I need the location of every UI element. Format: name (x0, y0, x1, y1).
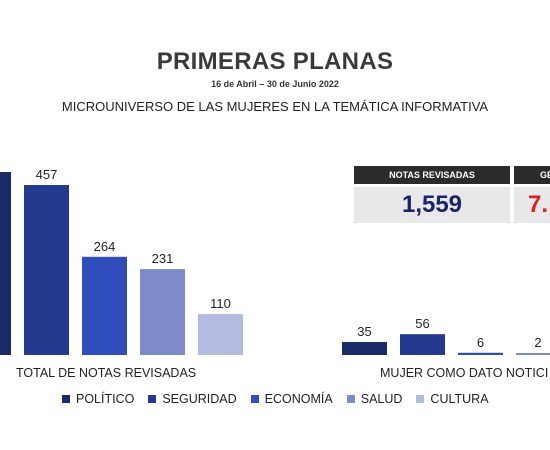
bar-economia-2 (458, 352, 503, 355)
data-label-politico-2: 35 (357, 324, 371, 339)
legend-swatch (416, 395, 425, 403)
data-label-salud-2: 2 (534, 335, 541, 350)
legend-swatch (62, 395, 70, 403)
date-range: 16 de Abril – 30 de Junio 2022 (211, 79, 339, 89)
legend-swatch (250, 395, 259, 403)
legend-item-cultura: CULTURA (416, 392, 489, 406)
data-label-cultura-1: 110 (210, 296, 231, 311)
group-label-total: TOTAL DE NOTAS REVISADAS (16, 366, 197, 380)
bar-cultura-1 (198, 314, 243, 355)
legend-item-salud: SALUD (346, 392, 403, 406)
legend-item-seguridad: SEGURIDAD (148, 392, 237, 406)
legend: POLÍTICO SEGURIDAD ECONOMÍA SALUD CULTUR… (62, 392, 489, 406)
genero-header: GÉ (514, 166, 550, 184)
legend-label: CULTURA (430, 392, 489, 406)
legend-label: ECONOMÍA (264, 392, 333, 406)
genero-value: 7. (514, 187, 550, 223)
bar-seguridad-2 (400, 334, 445, 355)
data-label-salud-1: 231 (152, 251, 174, 266)
notas-revisadas-value: 1,559 (354, 187, 510, 223)
legend-item-politico: POLÍTICO (62, 392, 134, 406)
data-label-economia-1: 264 (94, 239, 116, 254)
bar-salud-2 (516, 353, 550, 355)
data-label-seguridad-1: 457 (36, 167, 58, 182)
legend-label: SEGURIDAD (162, 392, 237, 406)
legend-swatch (346, 395, 355, 403)
legend-label: POLÍTICO (76, 392, 135, 406)
bar-politico-1 (0, 172, 11, 355)
bar-salud-1 (140, 269, 185, 355)
section-heading: MICROUNIVERSO DE LAS MUJERES EN LA TEMÁT… (61, 99, 489, 114)
group-label-mujer: MUJER COMO DATO NOTICI (380, 366, 549, 380)
legend-item-economia: ECONOMÍA (250, 392, 333, 406)
bar-economia-1 (82, 256, 127, 355)
data-label-seguridad-2: 56 (415, 316, 429, 331)
bar-seguridad-1 (24, 185, 69, 355)
legend-swatch (148, 395, 157, 403)
notas-revisadas-header: NOTAS REVISADAS (354, 166, 510, 184)
legend-label: SALUD (360, 392, 403, 406)
data-label-economia-2: 6 (477, 335, 484, 350)
bar-politico-2 (342, 341, 387, 355)
chart-title: PRIMERAS PLANAS (156, 48, 394, 75)
